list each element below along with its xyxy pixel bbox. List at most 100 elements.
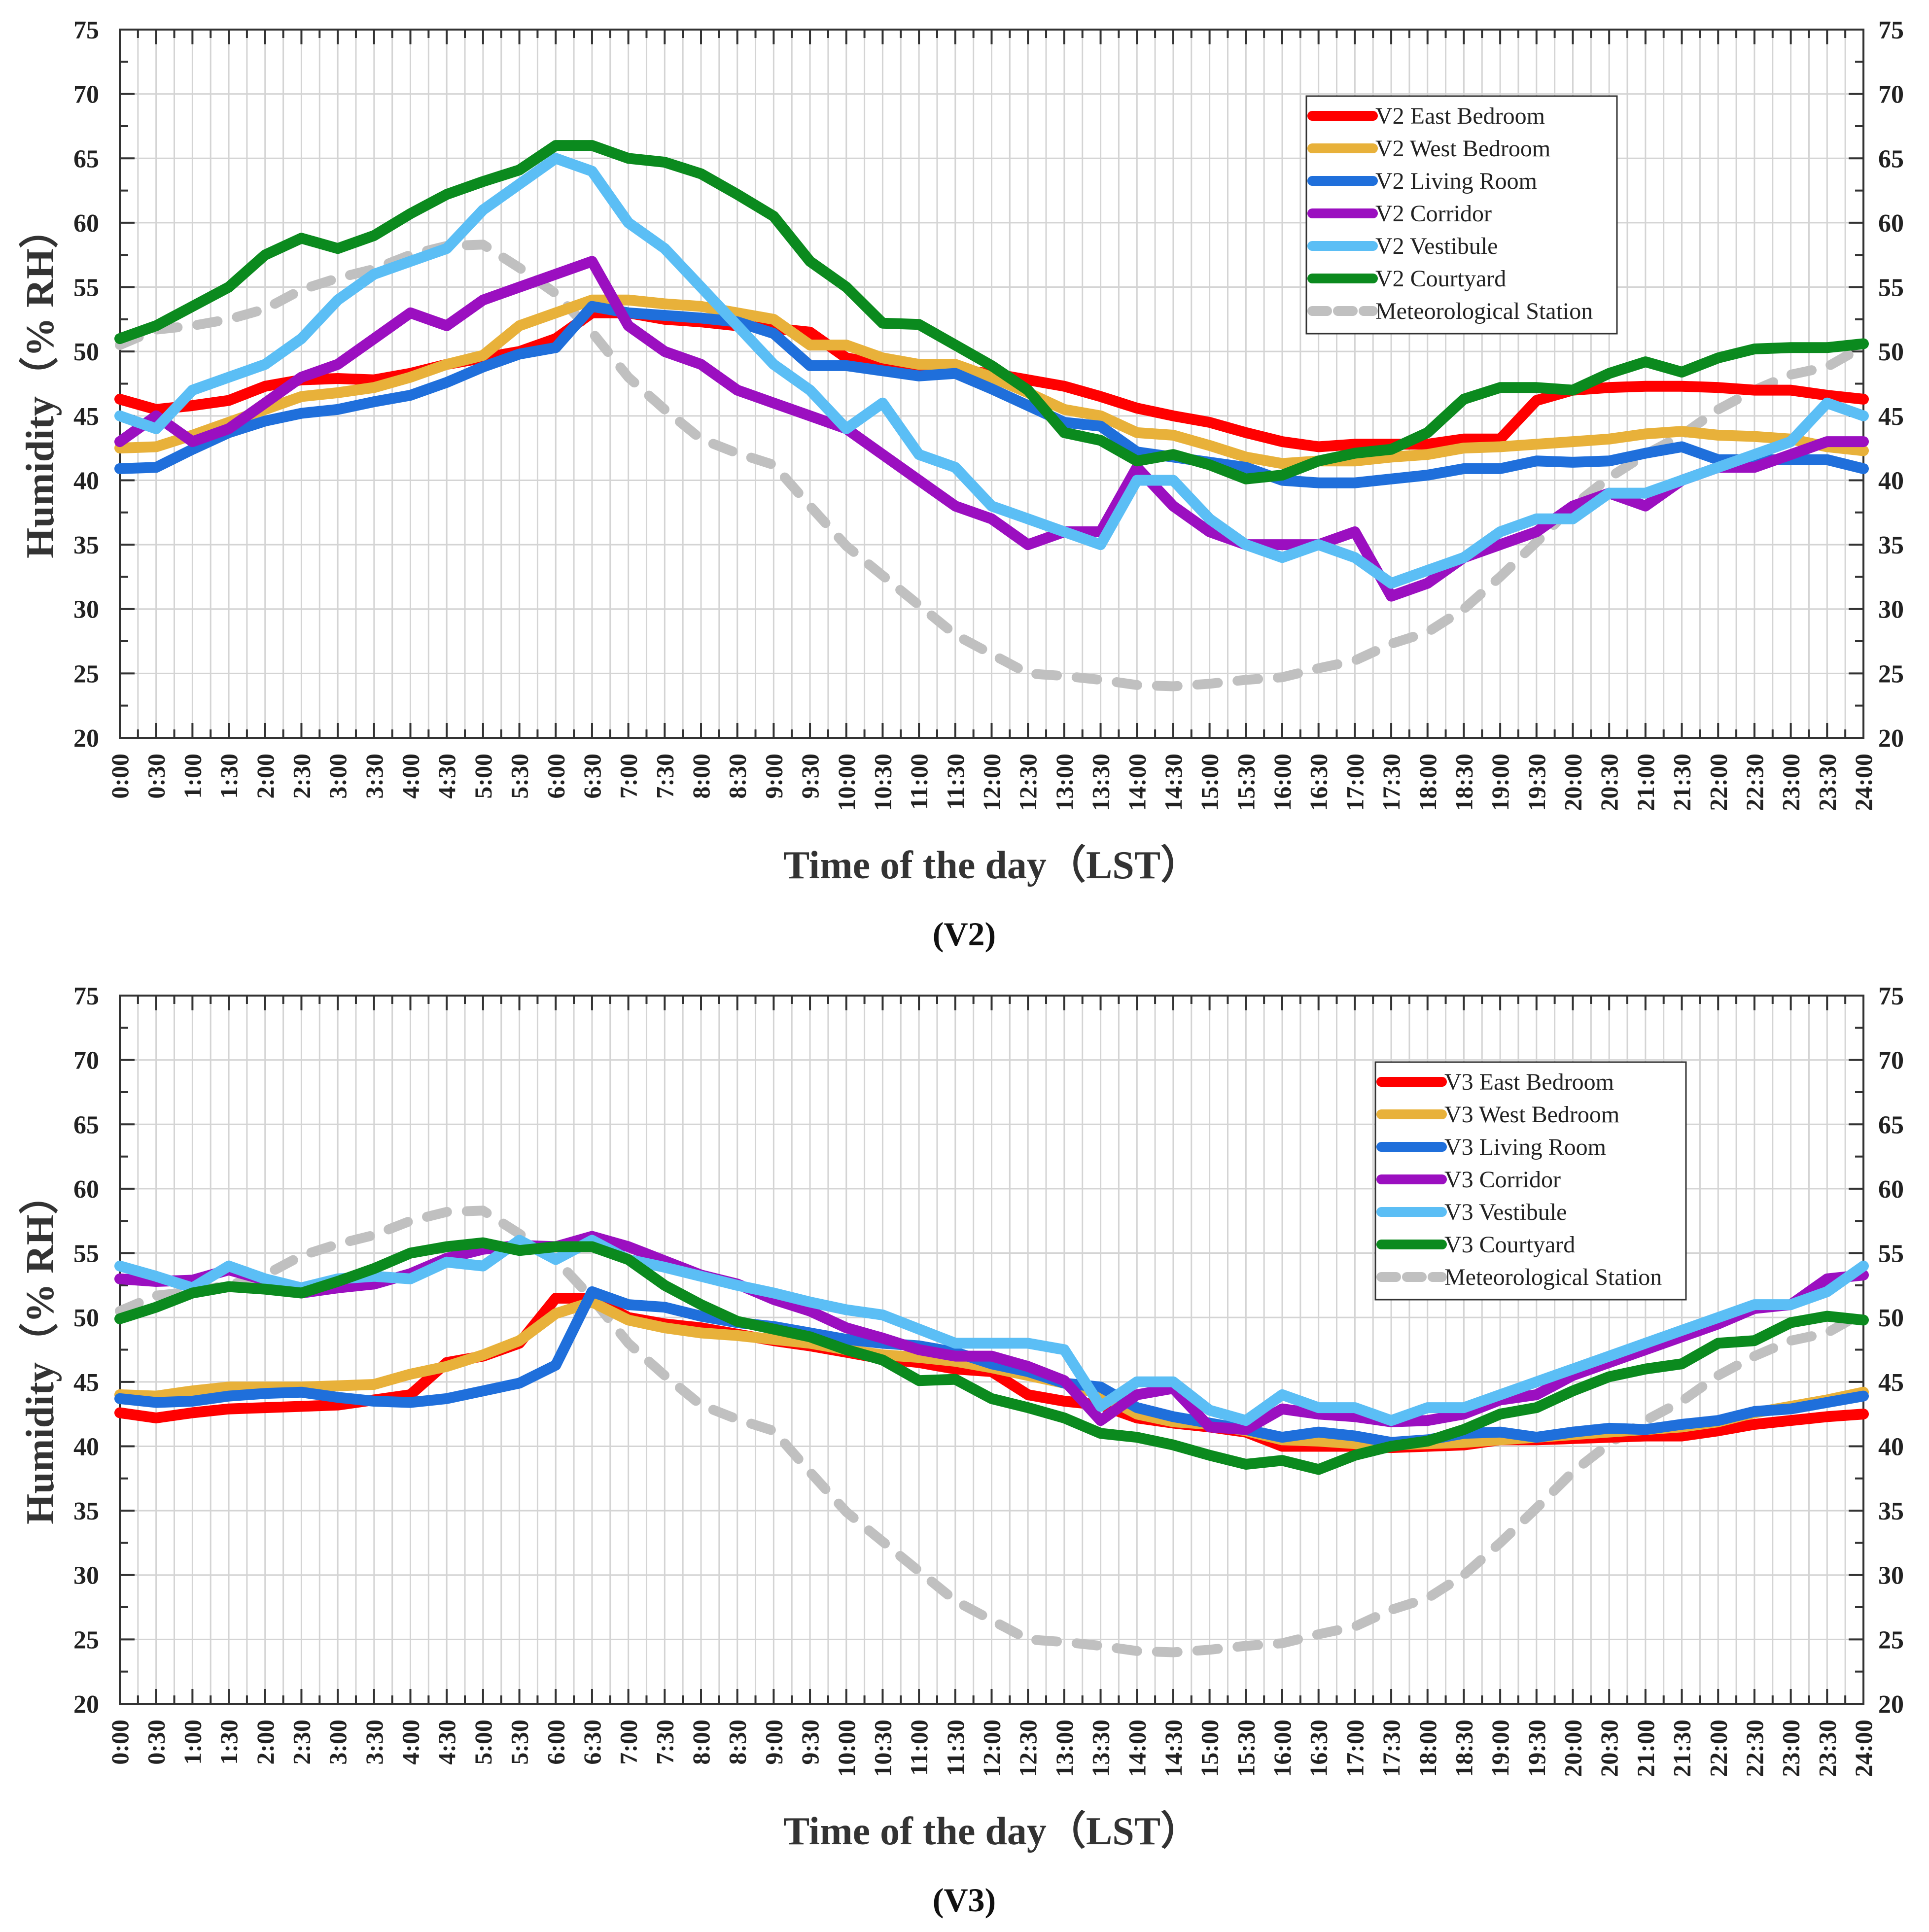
y-tick-label-left: 25 (73, 660, 99, 688)
x-tick-label: 14:30 (1159, 754, 1187, 811)
legend-label: Meteorological Station (1444, 1264, 1662, 1290)
x-tick-label: 2:30 (287, 754, 315, 799)
y-tick-label-right: 30 (1878, 596, 1904, 624)
x-tick-label: 7:00 (615, 754, 642, 799)
y-tick-label-right: 30 (1878, 1562, 1904, 1590)
x-tick-label: 2:00 (251, 754, 279, 799)
x-tick-label: 9:00 (760, 1720, 787, 1765)
x-tick-label: 22:00 (1704, 754, 1732, 811)
x-tick-label: 12:00 (978, 754, 1006, 811)
x-tick-label: 2:30 (287, 1720, 315, 1765)
x-tick-label: 5:00 (469, 1720, 497, 1765)
x-tick-label: 6:00 (542, 754, 569, 799)
x-tick-label: 11:30 (942, 1720, 969, 1776)
y-tick-label-left: 20 (73, 724, 99, 753)
legend-label: V2 West Bedroom (1375, 136, 1550, 162)
x-tick-label: 2:00 (251, 1720, 279, 1765)
x-tick-label: 13:30 (1087, 1720, 1115, 1777)
y-tick-label-right: 20 (1878, 724, 1904, 753)
y-tick-label-right: 45 (1878, 403, 1904, 431)
legend-label: V3 Living Room (1444, 1134, 1606, 1160)
x-tick-label: 14:00 (1123, 1720, 1151, 1777)
x-tick-label: 8:30 (724, 754, 751, 799)
y-tick-label-right: 45 (1878, 1369, 1904, 1397)
series-line-5 (114, 140, 1869, 484)
x-tick-label: 0:30 (142, 1720, 170, 1765)
y-tick-label-left: 40 (73, 467, 99, 495)
y-tick-label-right: 50 (1878, 338, 1904, 366)
y-tick-label-right: 55 (1878, 1240, 1904, 1268)
x-tick-label: 18:00 (1414, 754, 1441, 811)
y-tick-label-left: 70 (73, 81, 99, 109)
chart-v3-svg: 20 20 25 25 30 30 35 35 40 40 45 45 50 50 55 55 60 60 65 65… (19, 982, 1904, 1919)
x-tick-label: 10:00 (833, 1720, 860, 1777)
x-tick-label: 15:00 (1196, 754, 1224, 811)
x-tick-label: 24:00 (1850, 1720, 1877, 1777)
x-tick-label: 6:30 (578, 1720, 606, 1765)
panel-label: (V2) (933, 915, 996, 953)
x-tick-label: 6:30 (578, 754, 606, 799)
y-tick-label-left: 40 (73, 1433, 99, 1461)
legend-label: V2 East Bedroom (1375, 103, 1545, 129)
y-tick-label-left: 65 (73, 145, 99, 173)
chart-v3: 20 20 25 25 30 30 35 35 40 40 45 45 50 50 55 55 60 60 65 65… (0, 966, 1929, 1932)
x-tick-label: 10:30 (869, 1720, 896, 1777)
series-line-6 (115, 1206, 1868, 1657)
x-tick-label: 8:30 (724, 1720, 751, 1765)
x-tick-label: 3:00 (324, 1720, 351, 1765)
x-tick-label: 11:30 (942, 754, 969, 810)
x-tick-label: 12:30 (1014, 754, 1042, 811)
y-tick-label-left: 35 (73, 531, 99, 559)
y-tick-label-right: 65 (1878, 145, 1904, 173)
series-line-5 (114, 1237, 1869, 1475)
x-tick-label: 6:00 (542, 1720, 569, 1765)
x-tick-label: 3:30 (360, 1720, 388, 1765)
x-tick-label: 16:00 (1268, 754, 1296, 811)
x-tick-label: 4:30 (433, 754, 460, 799)
x-tick-label: 16:30 (1305, 754, 1333, 811)
x-tick-label: 14:30 (1159, 1720, 1187, 1777)
y-tick-label-left: 70 (73, 1047, 99, 1075)
x-tick-label: 23:00 (1777, 1720, 1805, 1777)
x-axis-title: Time of the day（LST） (783, 1810, 1200, 1853)
y-tick-label-left: 25 (73, 1626, 99, 1654)
y-tick-label-right: 75 (1878, 982, 1904, 1010)
x-tick-label: 12:00 (978, 1720, 1006, 1777)
x-tick-label: 21:30 (1668, 1720, 1696, 1777)
y-tick-label-left: 45 (73, 403, 99, 431)
y-tick-label-left: 20 (73, 1690, 99, 1719)
y-tick-label-right: 25 (1878, 1626, 1904, 1654)
y-tick-label-right: 75 (1878, 16, 1904, 44)
x-tick-label: 16:00 (1268, 1720, 1296, 1777)
x-tick-label: 7:30 (651, 1720, 678, 1765)
x-tick-label: 13:30 (1087, 754, 1115, 811)
x-tick-label: 24:00 (1850, 754, 1877, 811)
x-tick-label: 17:00 (1341, 1720, 1368, 1777)
x-tick-label: 8:00 (687, 1720, 715, 1765)
y-tick-label-left: 45 (73, 1369, 99, 1397)
x-tick-label: 18:30 (1450, 754, 1477, 811)
x-tick-label: 14:00 (1123, 754, 1151, 811)
y-tick-label-left: 75 (73, 982, 99, 1010)
x-tick-label: 15:30 (1232, 754, 1260, 811)
series-line-2 (114, 1286, 1869, 1448)
legend-label: V2 Living Room (1375, 168, 1537, 194)
x-tick-label: 4:30 (433, 1720, 460, 1765)
x-tick-label: 10:30 (869, 754, 896, 811)
y-tick-label-right: 35 (1878, 531, 1904, 559)
y-tick-label-right: 35 (1878, 1497, 1904, 1525)
series-line-4 (114, 153, 1869, 589)
legend-label: Meteorological Station (1375, 298, 1593, 324)
y-tick-label-left: 50 (73, 1304, 99, 1332)
x-tick-label: 3:00 (324, 754, 351, 799)
x-tick-label: 19:30 (1523, 1720, 1550, 1777)
x-tick-label: 22:30 (1741, 1720, 1768, 1777)
x-tick-label: 1:00 (178, 1720, 206, 1765)
y-tick-label-left: 55 (73, 1240, 99, 1268)
y-tick-label-left: 60 (73, 209, 99, 238)
y-tick-label-left: 65 (73, 1111, 99, 1139)
series-line-2 (114, 301, 1869, 488)
legend-label: V3 Vestibule (1444, 1199, 1567, 1225)
y-tick-label-right: 25 (1878, 660, 1904, 688)
y-tick-label-right: 65 (1878, 1111, 1904, 1139)
